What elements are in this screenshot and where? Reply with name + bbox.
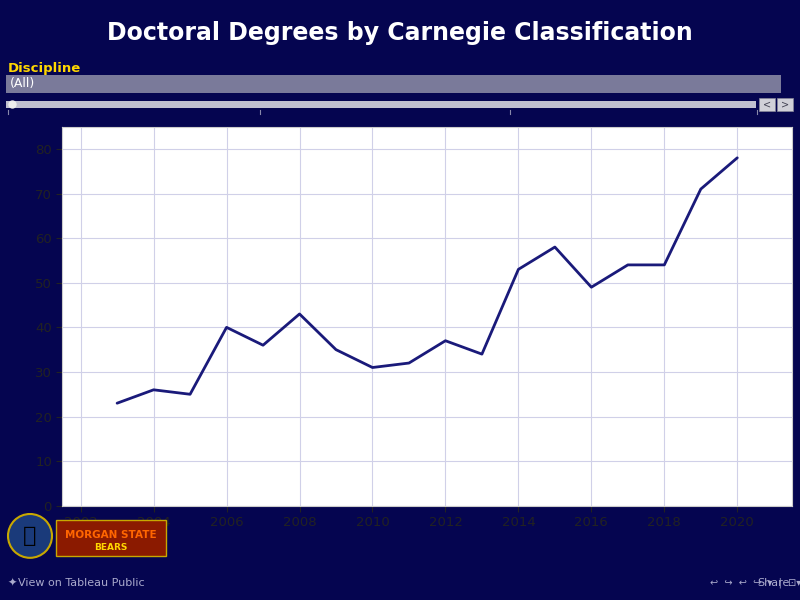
FancyBboxPatch shape xyxy=(56,520,166,556)
FancyBboxPatch shape xyxy=(6,75,781,93)
FancyBboxPatch shape xyxy=(759,98,775,110)
Text: ✦: ✦ xyxy=(8,578,18,588)
Text: Doctoral Degrees by Carnegie Classification: Doctoral Degrees by Carnegie Classificat… xyxy=(107,21,693,45)
Text: Share: Share xyxy=(758,578,790,588)
Text: <: < xyxy=(763,99,771,109)
Text: (All): (All) xyxy=(10,77,35,90)
Text: BEARS: BEARS xyxy=(94,544,128,553)
Text: ↩  ↪  ↩  ↪  ▾  |  ⊡▾  ⊞  ⊕: ↩ ↪ ↩ ↪ ▾ | ⊡▾ ⊞ ⊕ xyxy=(710,578,800,588)
Text: View on Tableau Public: View on Tableau Public xyxy=(18,578,145,588)
FancyBboxPatch shape xyxy=(6,101,756,108)
Text: 🐻: 🐻 xyxy=(23,526,37,546)
FancyBboxPatch shape xyxy=(777,98,793,110)
Text: Discipline: Discipline xyxy=(8,62,82,75)
Text: >: > xyxy=(781,99,789,109)
Circle shape xyxy=(8,514,52,558)
Text: MORGAN STATE: MORGAN STATE xyxy=(65,530,157,540)
